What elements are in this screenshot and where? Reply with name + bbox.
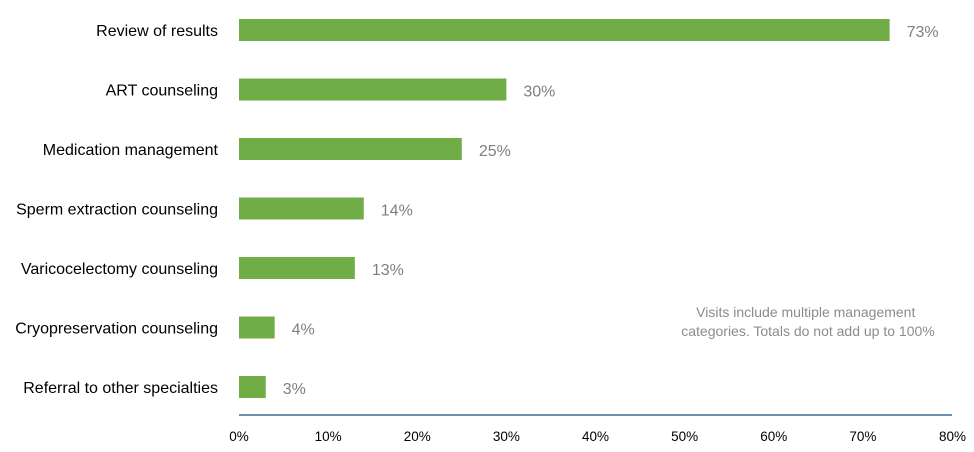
bar-cryopreservation-counseling [239,316,275,339]
chart-annotation: Visits include multiple management categ… [681,304,934,339]
annotation-line-1: Visits include multiple management [696,304,915,320]
bars-group [239,19,890,398]
value-label-medication-management: 25% [479,143,511,160]
x-tick-label: 60% [760,429,787,444]
x-tick-label: 70% [849,429,876,444]
value-label-review-of-results: 73% [907,24,939,41]
category-label-varicocelectomy-counseling: Varicocelectomy counseling [21,261,218,278]
bar-varicocelectomy-counseling [239,257,355,279]
x-tick-label: 50% [671,429,698,444]
annotation-line-2: categories. Totals do not add up to 100% [681,323,934,339]
category-label-referral-to-other-specialties: Referral to other specialties [23,380,218,397]
x-tick-label: 20% [404,429,431,444]
x-tick-label: 40% [582,429,609,444]
value-labels-group: 73% 30% 25% 14% 13% 4% 3% [283,24,939,398]
bar-sperm-extraction-counseling [239,197,364,220]
x-tick-label: 30% [493,429,520,444]
category-label-review-of-results: Review of results [96,23,218,40]
x-tick-labels-group: 0% 10% 20% 30% 40% 50% 60% 70% 80% [229,429,966,444]
bar-referral-to-other-specialties [239,376,266,398]
value-label-cryopreservation-counseling: 4% [292,322,315,339]
x-tick-label: 80% [939,429,966,444]
value-label-sperm-extraction-counseling: 14% [381,203,413,220]
value-label-referral-to-other-specialties: 3% [283,381,306,398]
bar-art-counseling [239,78,507,101]
value-label-varicocelectomy-counseling: 13% [372,262,404,279]
x-tick-label: 0% [229,429,249,444]
category-label-art-counseling: ART counseling [106,83,218,100]
category-labels-group: Review of results ART counseling Medicatio… [15,23,218,397]
bar-medication-management [239,138,462,160]
bar-review-of-results [239,19,890,41]
category-label-medication-management: Medication management [43,142,219,159]
category-label-cryopreservation-counseling: Cryopreservation counseling [15,321,218,338]
category-label-sperm-extraction-counseling: Sperm extraction counseling [16,202,218,219]
x-tick-label: 10% [315,429,342,444]
value-label-art-counseling: 30% [523,84,555,101]
